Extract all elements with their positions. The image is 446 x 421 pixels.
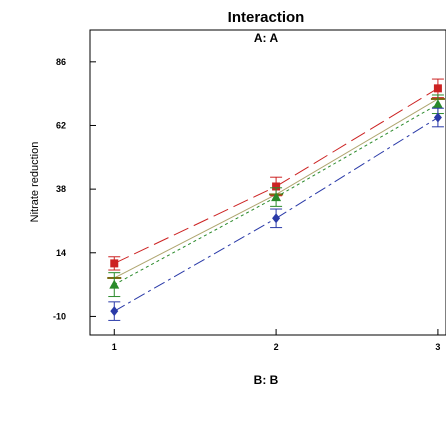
mean-line-segment [275, 98, 439, 195]
data-point-diamond [433, 112, 442, 123]
chart-subtitle: A: A [254, 31, 279, 45]
data-point-square [272, 182, 281, 191]
y-tick-label: 86 [56, 57, 66, 67]
data-point-triangle [271, 192, 282, 202]
series-1-line-segment [114, 186, 277, 264]
y-axis-label: Nitrate reduction [29, 142, 41, 223]
series-1-line-segment [275, 87, 439, 187]
x-tick-label: 3 [435, 342, 440, 352]
series-layer [107, 78, 445, 321]
data-point-triangle [432, 99, 443, 109]
y-tick-label: -10 [53, 311, 66, 321]
data-point-diamond [110, 306, 119, 317]
y-tick-label: 14 [56, 248, 66, 258]
data-point-triangle [109, 279, 120, 289]
mean-line-segment [114, 193, 277, 279]
series-2-line-segment [114, 196, 277, 286]
series-3-line-segment [114, 217, 277, 312]
data-point-square [433, 84, 442, 93]
x-axis-label: B: B [254, 373, 279, 387]
series-2-line-segment [275, 103, 439, 198]
plot-area [89, 29, 446, 336]
y-tick-label: 38 [56, 184, 66, 194]
data-point-square [110, 259, 119, 268]
x-tick-label: 2 [274, 342, 279, 352]
x-tick-label: 1 [112, 342, 117, 352]
y-tick-label: 62 [56, 120, 66, 130]
data-point-diamond [272, 213, 281, 224]
y-axis-ticks: -10 14 38 62 86 [53, 57, 96, 321]
series-3-line-segment [275, 117, 439, 219]
chart-title: Interaction [228, 9, 305, 26]
x-axis-ticks: 1 2 3 [112, 329, 440, 352]
